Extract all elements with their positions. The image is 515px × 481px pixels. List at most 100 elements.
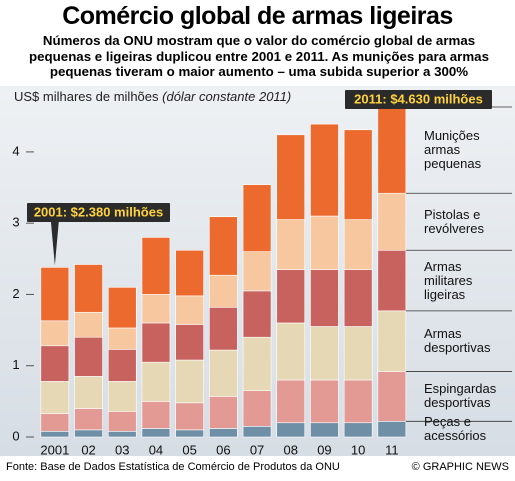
bar-segment	[276, 269, 306, 324]
bar-segment	[310, 422, 339, 438]
bar-segment	[141, 428, 171, 438]
bar-segment	[310, 215, 339, 270]
y-tick-label: 1	[12, 357, 19, 372]
bar-segment	[242, 390, 272, 427]
legend-label: Armas militares ligeiras	[424, 258, 473, 302]
credit: © GRAPHIC NEWS	[411, 461, 509, 473]
legend-label: Munições armas pequenas	[424, 128, 482, 172]
callout-box	[345, 90, 492, 109]
y-label: US$ milhares de milhões	[14, 89, 159, 104]
x-tick-label: 04	[149, 442, 163, 457]
x-tick-label: 02	[81, 442, 95, 457]
bar-segment	[175, 249, 204, 297]
bar-segment	[141, 322, 171, 363]
y-axis-label: US$ milhares de milhões (dólar constante…	[14, 89, 291, 104]
bar-segment	[40, 413, 70, 432]
bar-segment	[107, 430, 137, 438]
bar-segment	[175, 402, 204, 431]
bar-segment	[141, 237, 171, 295]
bar-segment	[276, 379, 306, 424]
bar-segment	[141, 294, 171, 324]
bar-segment	[107, 287, 137, 329]
x-tick-label: 05	[182, 442, 196, 457]
bar-segment	[310, 269, 339, 327]
bar-segment	[40, 320, 70, 347]
legend-label: Espingardas desportivas	[424, 381, 497, 411]
callout-box	[27, 203, 170, 222]
y-tick-label: 0	[12, 428, 19, 443]
bar-segment	[242, 336, 272, 391]
y-tick-label: 3	[12, 215, 19, 230]
y-tick-label: 4	[12, 143, 19, 158]
bar-segment	[276, 322, 306, 381]
bar-segment	[343, 379, 373, 424]
bar-segment	[377, 192, 407, 251]
chart-title: Comércio global de armas ligeiras	[62, 2, 453, 30]
bar-segment	[74, 311, 103, 338]
bar-segment	[40, 381, 70, 414]
x-tick-label: 08	[284, 442, 298, 457]
bar-segment	[209, 216, 238, 276]
bar-segment	[74, 264, 103, 313]
annotation: 2011: $4.630 milhões	[354, 91, 483, 106]
bar-segment	[74, 408, 103, 431]
bar-segment	[107, 411, 137, 432]
bar-segment	[74, 429, 103, 438]
source: Fonte: Base de Dados Estatística de Comé…	[6, 461, 340, 473]
bar-segment	[107, 381, 137, 412]
bar-segment	[107, 327, 137, 350]
bar-segment	[40, 267, 70, 322]
bar-segment	[209, 396, 238, 429]
bar-segment	[310, 326, 339, 381]
bar-segment	[343, 219, 373, 270]
bar-segment	[377, 310, 407, 372]
legend-label: Armas desportivas	[424, 326, 491, 356]
bar-segment	[175, 324, 204, 361]
bar-segment	[242, 184, 272, 252]
bar-segment	[343, 129, 373, 220]
bar-segment	[209, 306, 238, 351]
callout-pointer	[50, 221, 59, 266]
x-tick-label: 06	[216, 442, 230, 457]
bar-segment	[310, 379, 339, 424]
bar-segment	[310, 123, 339, 217]
bar-segment	[141, 401, 171, 429]
bar-segment	[40, 430, 70, 438]
bar-segment	[209, 274, 238, 308]
subtitle: Números da ONU mostram que o valor do co…	[29, 33, 489, 79]
bar-segment	[74, 376, 103, 409]
x-tick-label: 2001	[40, 442, 69, 457]
y-tick-label: 2	[12, 286, 19, 301]
x-tick-label: 10	[351, 442, 365, 457]
bar-segment	[209, 349, 238, 397]
bar-segment	[343, 422, 373, 438]
bar-segment	[175, 295, 204, 325]
bar-segment	[175, 359, 204, 404]
x-tick-label: 11	[385, 442, 399, 457]
bar-segment	[107, 349, 137, 382]
bar-segment	[242, 290, 272, 338]
legend-label: Peças e acessórios	[424, 414, 487, 444]
y-label-note: (dólar constante 2011)	[162, 89, 292, 104]
bar-segment	[377, 249, 407, 312]
bar-segment	[175, 429, 204, 438]
bar-segment	[377, 106, 407, 194]
bar-segment	[40, 345, 70, 382]
bar-segment	[276, 219, 306, 270]
legend-label: Pistolas e revólveres	[424, 206, 484, 236]
bar-segment	[74, 336, 103, 377]
bar-segment	[276, 134, 306, 220]
annotation: 2001: $2.380 milhões	[34, 204, 163, 219]
x-tick-label: 03	[115, 442, 129, 457]
bar-segment	[276, 422, 306, 438]
bar-segment	[242, 251, 272, 292]
bar-segment	[242, 426, 272, 438]
bar-segment	[343, 326, 373, 381]
x-tick-label: 07	[250, 442, 264, 457]
bar-segment	[377, 371, 407, 422]
bar-segment	[209, 428, 238, 438]
bar-segment	[377, 421, 407, 438]
x-tick-label: 09	[317, 442, 331, 457]
